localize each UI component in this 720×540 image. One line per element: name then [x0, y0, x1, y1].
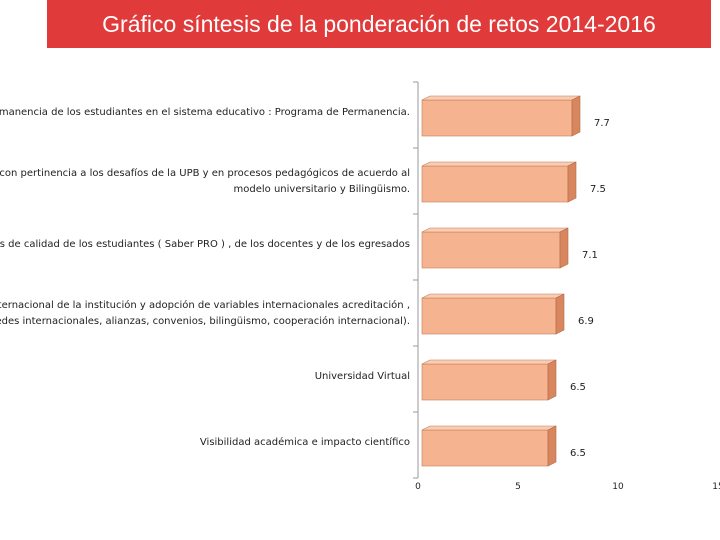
value-label: 6.5	[570, 448, 586, 459]
value-label: 7.5	[590, 184, 606, 195]
bar-side-face	[567, 161, 577, 203]
bar	[421, 297, 557, 335]
bar-side-face	[555, 293, 565, 335]
title-bar: Gráfico síntesis de la ponderación de re…	[47, 0, 711, 48]
x-tick-label: 10	[612, 482, 624, 492]
category-label: internacional de la institución y adopci…	[0, 299, 410, 311]
bar	[421, 429, 549, 467]
bar-top-face	[421, 359, 557, 365]
bar-side-face	[571, 95, 581, 137]
bar	[421, 99, 573, 137]
category-label: Permanencia de los estudiantes en el sis…	[0, 107, 410, 118]
chart-title: Gráfico síntesis de la ponderación de re…	[102, 10, 656, 37]
category-label: ores de calidad de los estudiantes ( Sab…	[0, 239, 410, 250]
value-label: 6.5	[570, 382, 586, 393]
bar-side-face	[559, 227, 569, 269]
bar-top-face	[421, 161, 577, 167]
x-tick-label: 5	[515, 482, 521, 492]
bar	[421, 363, 549, 401]
bar-side-face	[547, 425, 557, 467]
category-label: , redes internacionales, alianzas, conve…	[0, 315, 410, 327]
category-label: modelo universitario y Bilingüismo.	[234, 184, 410, 195]
bar-top-face	[421, 293, 565, 299]
category-label: Visibilidad académica e impacto científi…	[200, 436, 410, 448]
category-label: Universidad Virtual	[315, 371, 410, 382]
value-label: 7.7	[594, 118, 610, 129]
x-tick-label: 15	[712, 482, 720, 492]
bar-top-face	[421, 425, 557, 431]
value-label: 6.9	[578, 316, 594, 327]
category-label: os con pertinencia a los desafíos de la …	[0, 167, 410, 179]
bar	[421, 231, 561, 269]
value-label: 7.1	[582, 250, 598, 261]
bar-top-face	[421, 227, 569, 233]
bar-side-face	[547, 359, 557, 401]
x-tick-label: 0	[415, 482, 421, 492]
bar-top-face	[421, 95, 581, 101]
bar	[421, 165, 569, 203]
